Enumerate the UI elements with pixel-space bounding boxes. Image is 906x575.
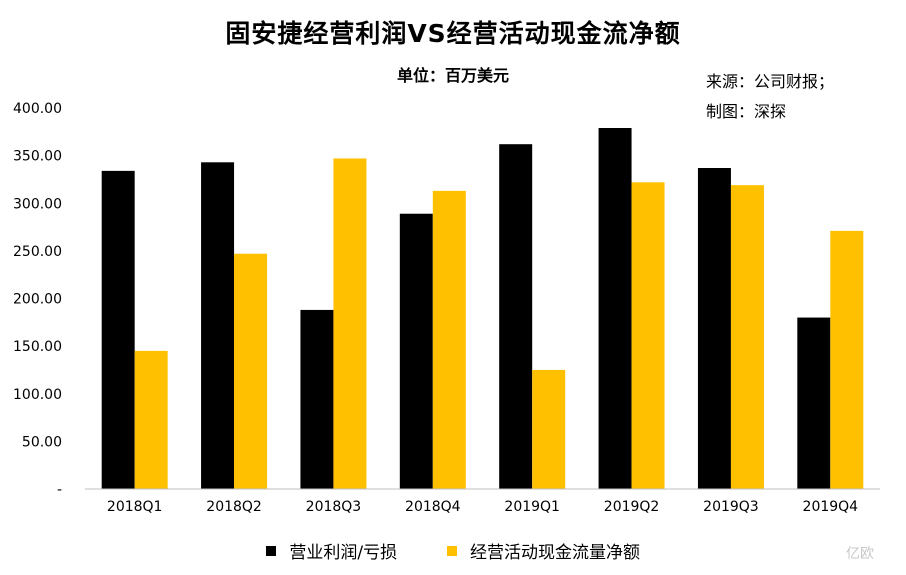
legend-swatch-black [266,545,277,556]
bar-operating-cash-flow [432,190,466,489]
x-tick-label: 2018Q4 [405,499,461,515]
y-tick-label: 400.00 [13,101,62,117]
chart-title: 固安捷经营利润VS经营活动现金流净额 [225,19,681,48]
bar-operating-cash-flow [333,158,367,490]
bar-operating-profit [499,144,533,489]
bar-operating-profit [598,128,632,489]
x-tick-label: 2019Q4 [803,499,859,515]
legend-label: 营业利润/亏损 [289,543,398,563]
credit-note: 制图：深探 [706,102,787,121]
y-tick-label: 200.00 [13,292,62,308]
bar-operating-cash-flow [134,350,168,489]
bar-operating-profit [201,162,235,490]
legend-item-operating-cash-flow: 经营活动现金流量净额 [446,538,640,563]
legend-swatch-yellow [446,545,457,556]
y-tick-label: 300.00 [13,196,62,212]
x-tick-label: 2019Q1 [504,499,560,515]
y-tick-label: 250.00 [13,244,62,260]
x-tick-label: 2018Q2 [206,499,262,515]
bar-operating-cash-flow [730,185,764,489]
bar-operating-profit [399,213,433,490]
x-tick-label: 2019Q3 [703,499,759,515]
legend-label: 经营活动现金流量净额 [469,543,640,563]
x-tick-label: 2018Q1 [107,499,163,515]
bar-operating-profit [697,168,731,489]
y-tick-label: 100.00 [13,387,62,403]
bar-operating-profit [797,317,831,489]
bar-operating-profit [300,309,334,489]
bar-operating-cash-flow [631,182,665,490]
y-tick-label: - [57,482,62,498]
x-tick-label: 2018Q3 [306,499,362,515]
legend: 营业利润/亏损 经营活动现金流量净额 [0,538,906,563]
x-tick-label: 2019Q2 [604,499,660,515]
watermark-logo: 亿欧 [846,546,874,562]
bar-operating-cash-flow [830,230,864,489]
bar-operating-cash-flow [532,369,566,489]
y-tick-label: 50.00 [22,434,62,450]
bar-operating-profit [101,170,135,490]
y-tick-label: 150.00 [13,339,62,355]
legend-item-operating-profit: 营业利润/亏损 [266,538,397,563]
y-tick-label: 350.00 [13,149,62,165]
chart-subtitle: 单位：百万美元 [396,66,509,85]
source-note: 来源：公司财报； [706,72,835,91]
bar-operating-cash-flow [234,253,268,489]
